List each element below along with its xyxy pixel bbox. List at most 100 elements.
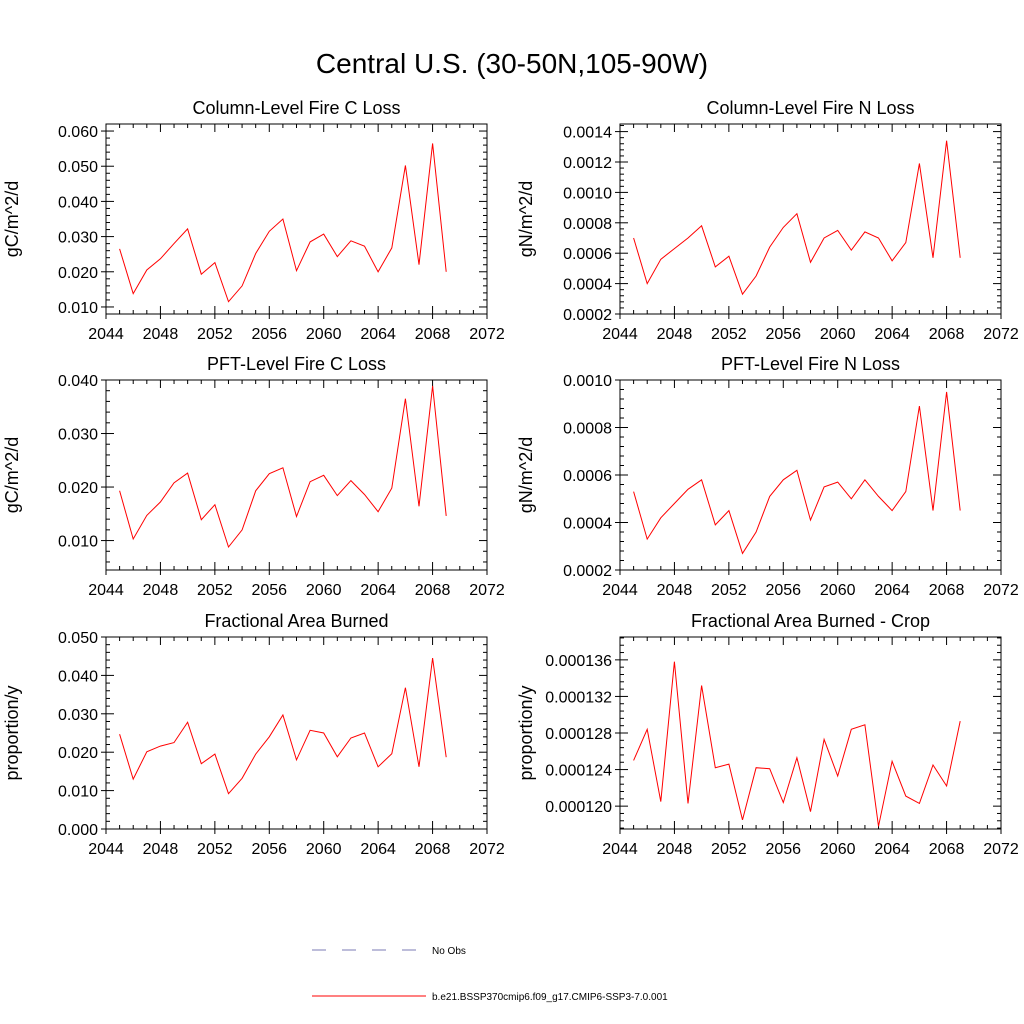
y-axis-label: proportion/y [516, 685, 536, 780]
plot-frame [105, 636, 488, 830]
y-tick-label: 0.060 [58, 124, 98, 141]
y-tick-label: 0.020 [58, 745, 98, 762]
y-tick-label: 0.020 [58, 480, 98, 497]
x-tick-label: 2048 [657, 582, 693, 599]
chart-panel-2: Column-Level Fire N Loss gN/m^2/d 2044 2048… [516, 98, 1019, 343]
x-tick-label: 2064 [360, 582, 396, 599]
x-tick-label: 2064 [360, 841, 396, 858]
y-tick-label: 0.030 [58, 427, 98, 444]
x-tick-label: 2072 [983, 326, 1019, 343]
legend: No Obs b.e21.BSSP370cmip6.f09_g17.CMIP6-… [312, 946, 668, 1003]
y-tick-label: 0.000124 [545, 763, 612, 780]
y-tick-label: 0.000132 [545, 689, 612, 706]
x-tick-label: 2044 [88, 582, 124, 599]
x-tick-label: 2068 [415, 326, 451, 343]
x-tick-label: 2060 [820, 326, 856, 343]
y-tick-label: 0.010 [58, 300, 98, 317]
y-axis-label: gN/m^2/d [516, 181, 536, 257]
x-tick-label: 2044 [602, 582, 638, 599]
x-tick-label: 2068 [929, 582, 965, 599]
panel-title: PFT-Level Fire C Loss [207, 354, 386, 374]
chart-panel-6: Fractional Area Burned - Crop proportion/… [516, 611, 1019, 858]
y-tick-label: 0.000 [58, 822, 98, 839]
y-tick-label: 0.0002 [563, 563, 612, 580]
x-tick-label: 2044 [88, 841, 124, 858]
plot-frame [619, 636, 1002, 830]
x-tick-label: 2052 [197, 582, 233, 599]
x-tick-label: 2072 [469, 582, 505, 599]
panel-title: Fractional Area Burned [204, 611, 388, 631]
y-axis-label: gC/m^2/d [2, 437, 22, 513]
x-tick-label: 2048 [657, 841, 693, 858]
x-tick-label: 2064 [874, 582, 910, 599]
y-tick-label: 0.000128 [545, 726, 612, 743]
y-tick-label: 0.0008 [563, 216, 612, 233]
x-tick-label: 2060 [306, 582, 342, 599]
x-tick-label: 2064 [874, 841, 910, 858]
y-tick-label: 0.040 [58, 668, 98, 685]
panel-title: Column-Level Fire C Loss [192, 98, 400, 118]
y-tick-label: 0.010 [58, 784, 98, 801]
x-tick-label: 2056 [251, 841, 287, 858]
y-tick-label: 0.0014 [563, 125, 612, 142]
x-tick-label: 2064 [360, 326, 396, 343]
x-tick-label: 2060 [306, 841, 342, 858]
plot-frame [619, 123, 1002, 315]
y-tick-label: 0.0008 [563, 421, 612, 438]
y-tick-label: 0.010 [58, 534, 98, 551]
series-line [633, 391, 961, 555]
series-line [633, 661, 961, 827]
series-line [119, 143, 447, 303]
x-tick-label: 2056 [251, 326, 287, 343]
x-tick-label: 2060 [820, 582, 856, 599]
legend-series-label: b.e21.BSSP370cmip6.f09_g17.CMIP6-SSP3-7.… [432, 992, 668, 1003]
chart-panel-1: Column-Level Fire C Loss gC/m^2/d 2044 2048… [2, 98, 505, 343]
x-tick-label: 2052 [197, 326, 233, 343]
x-tick-label: 2052 [711, 841, 747, 858]
x-tick-label: 2068 [929, 841, 965, 858]
y-axis-label: proportion/y [2, 685, 22, 780]
figure-title: Central U.S. (30-50N,105-90W) [315, 48, 709, 79]
x-tick-label: 2072 [469, 841, 505, 858]
x-tick-label: 2056 [765, 841, 801, 858]
y-tick-label: 0.0010 [563, 185, 612, 202]
x-tick-label: 2048 [143, 326, 179, 343]
y-tick-label: 0.0002 [563, 307, 612, 324]
x-tick-label: 2068 [929, 326, 965, 343]
y-tick-label: 0.0004 [563, 516, 612, 533]
x-tick-label: 2060 [306, 326, 342, 343]
y-tick-label: 0.030 [58, 707, 98, 724]
panel-title: PFT-Level Fire N Loss [721, 354, 900, 374]
series-line [119, 385, 447, 549]
y-tick-label: 0.0006 [563, 246, 612, 263]
y-tick-label: 0.0004 [563, 277, 612, 294]
plot-frame [619, 379, 1002, 571]
y-tick-label: 0.050 [58, 159, 98, 176]
x-tick-label: 2056 [251, 582, 287, 599]
y-axis-label: gN/m^2/d [516, 437, 536, 513]
y-tick-label: 0.000120 [545, 799, 612, 816]
y-tick-label: 0.040 [58, 194, 98, 211]
x-tick-label: 2060 [820, 841, 856, 858]
y-axis-label: gC/m^2/d [2, 181, 22, 257]
x-tick-label: 2052 [711, 582, 747, 599]
chart-panel-3: PFT-Level Fire C Loss gC/m^2/d 2044 2048 205… [2, 354, 505, 599]
x-tick-label: 2072 [983, 582, 1019, 599]
x-tick-label: 2068 [415, 841, 451, 858]
plot-frame [105, 123, 488, 315]
x-tick-label: 2068 [415, 582, 451, 599]
x-tick-label: 2052 [711, 326, 747, 343]
panel-title: Column-Level Fire N Loss [706, 98, 914, 118]
x-tick-label: 2044 [88, 326, 124, 343]
x-tick-label: 2048 [143, 582, 179, 599]
chart-panel-5: Fractional Area Burned proportion/y 2044 20… [2, 611, 505, 858]
panel-title: Fractional Area Burned - Crop [691, 611, 930, 631]
x-tick-label: 2052 [197, 841, 233, 858]
y-tick-label: 0.0006 [563, 468, 612, 485]
series-line [119, 658, 447, 795]
x-tick-label: 2072 [983, 841, 1019, 858]
x-tick-label: 2056 [765, 326, 801, 343]
x-tick-label: 2048 [143, 841, 179, 858]
y-tick-label: 0.0010 [563, 373, 612, 390]
